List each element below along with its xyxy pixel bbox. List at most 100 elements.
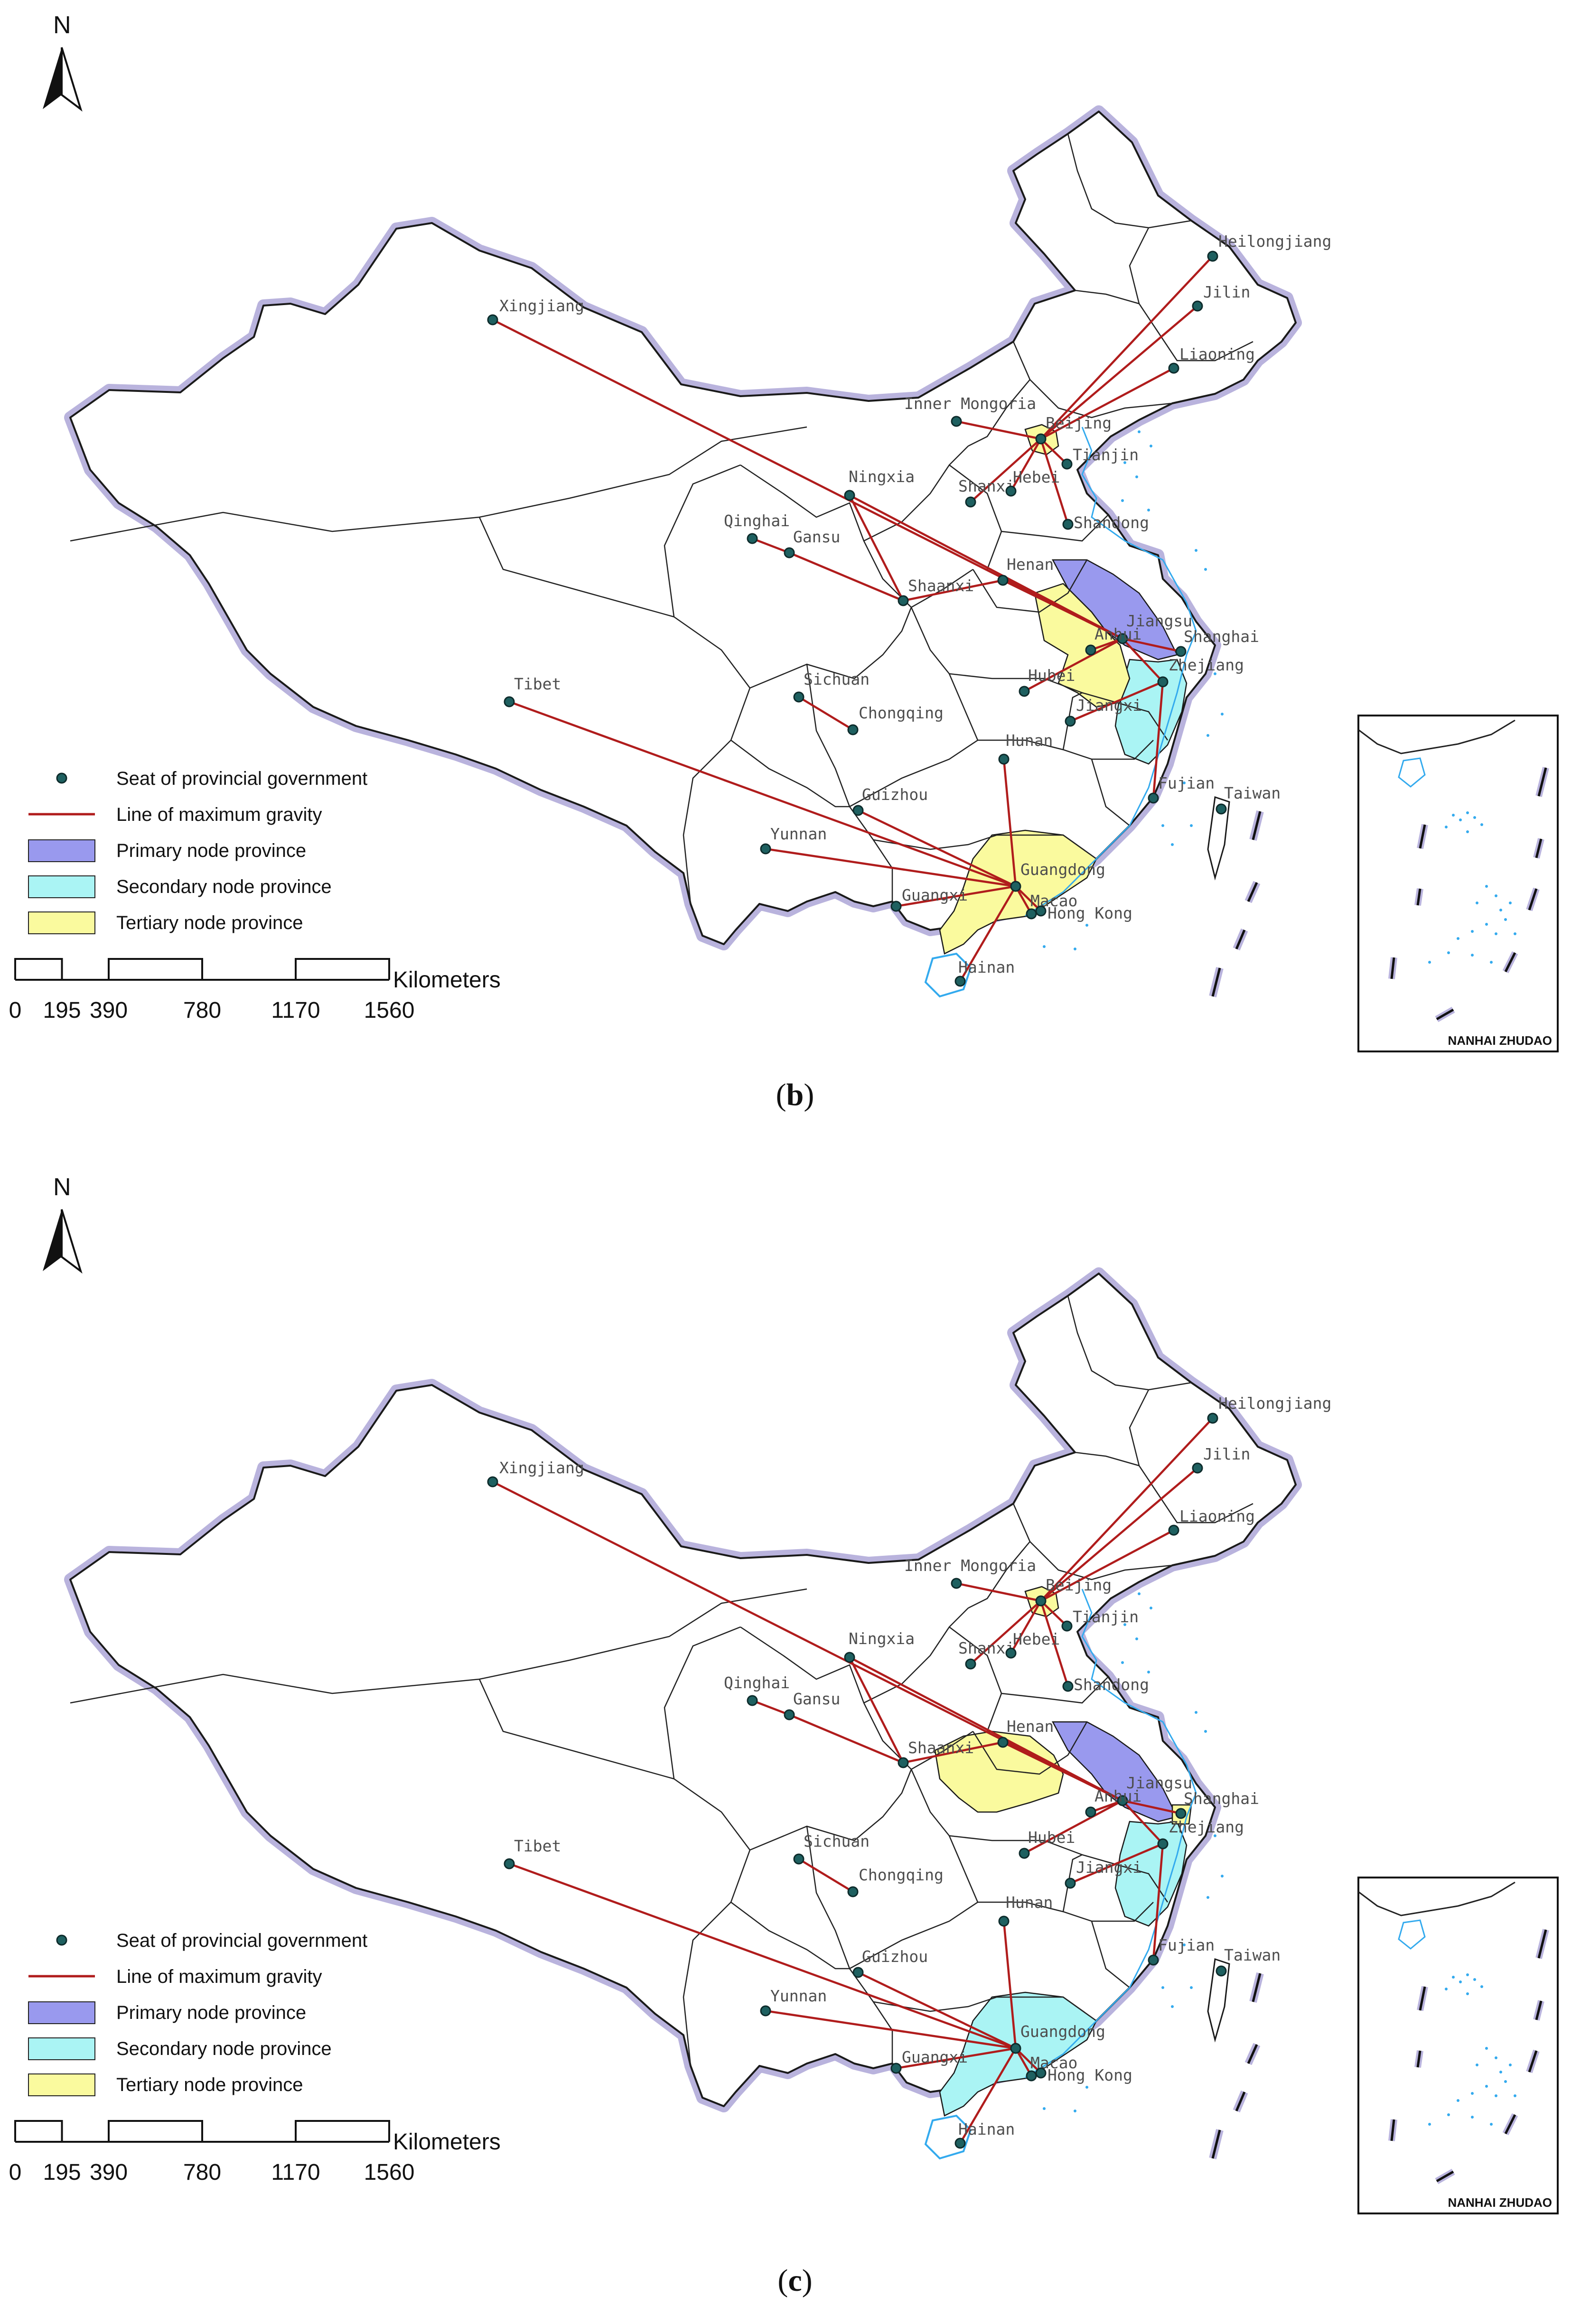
city-label: Jiangsu xyxy=(1126,1774,1192,1792)
provincial-seat-marker xyxy=(760,2005,771,2017)
inset-dash xyxy=(1436,1008,1454,1021)
gravity-line xyxy=(492,1480,1123,1802)
north-arrow-icon: N xyxy=(43,11,83,112)
legend-seat-marker xyxy=(56,1934,67,1946)
inset-island-dot xyxy=(1445,1988,1448,1990)
map-svg: Heilongjiang Jilin Liaoning Xingjiang Inner … xyxy=(9,11,1559,1052)
gravity-line xyxy=(1039,438,1069,525)
island-dot xyxy=(1150,445,1152,447)
provincial-seat-marker xyxy=(844,490,855,501)
gravity-line xyxy=(1010,1600,1042,1654)
island-dot xyxy=(1171,843,1174,846)
provincial-seat-marker xyxy=(1168,363,1179,374)
inset-frame xyxy=(1357,1877,1559,2214)
legend-label-tertiary: Tertiary node province xyxy=(116,2074,303,2095)
gravity-line xyxy=(903,1741,1003,1764)
city-label: Shanxi xyxy=(958,477,1015,495)
inset-island-dot xyxy=(1495,2094,1497,2097)
inset-island-dot xyxy=(1457,937,1459,940)
scale-tick-label: 195 xyxy=(43,2160,81,2185)
provincial-seat-marker xyxy=(487,1476,498,1487)
north-arrow-right xyxy=(61,1209,83,1274)
inset-dash xyxy=(1504,952,1516,973)
inset-island-dot xyxy=(1480,1985,1483,1988)
province-boundary xyxy=(1001,1676,1109,1704)
inset-island-dot xyxy=(1471,954,1474,957)
city-label: Jilin xyxy=(1203,1445,1250,1463)
provincial-seat-marker xyxy=(1157,1838,1169,1850)
gravity-line xyxy=(1015,885,1042,912)
scale-tick-label: 1560 xyxy=(364,998,415,1023)
inset-island-dot xyxy=(1428,961,1431,964)
inset-island-dot xyxy=(1485,885,1488,888)
gravity-line xyxy=(765,2009,1016,2050)
province-boundary xyxy=(849,1968,893,2064)
island-dot xyxy=(1161,824,1164,827)
inset-coast xyxy=(1358,719,1515,754)
legend-swatch-tertiary xyxy=(28,2073,95,2096)
province-boundary xyxy=(1062,1854,1169,1912)
island-dot xyxy=(1147,1671,1150,1673)
city-label: Hebei xyxy=(1013,1630,1060,1648)
provincial-seat-marker xyxy=(1005,485,1017,497)
city-label: Guangxi xyxy=(902,886,968,904)
island-dot xyxy=(1043,945,1046,948)
city-label: Shanghai xyxy=(1184,1789,1259,1808)
gravity-line xyxy=(1010,438,1042,492)
gravity-line xyxy=(752,537,790,554)
province-boundary xyxy=(683,1902,731,2066)
province-boundary xyxy=(70,426,807,542)
provincial-seat-marker xyxy=(1061,458,1073,470)
legend-label-secondary: Secondary node province xyxy=(116,2038,332,2059)
boundary-dash xyxy=(1252,811,1262,840)
city-label: Anhui xyxy=(1094,625,1141,643)
inset-island-dot xyxy=(1499,909,1502,911)
gravity-line xyxy=(1040,305,1198,440)
gravity-line xyxy=(858,809,1016,888)
island-dot xyxy=(1171,2005,1174,2008)
scale-tick-label: 780 xyxy=(183,998,221,1023)
legend-label-tertiary: Tertiary node province xyxy=(116,912,303,933)
provincial-seat-marker xyxy=(951,1578,962,1589)
province-boundary xyxy=(910,1769,1083,1856)
island-dot xyxy=(1204,1730,1207,1733)
city-label: Hunan xyxy=(1006,731,1053,750)
province-boundary xyxy=(910,607,1083,694)
taiwan-island xyxy=(1207,1958,1230,2043)
gravity-line xyxy=(509,1862,1016,2050)
legend-label-primary: Primary node province xyxy=(116,2002,306,2023)
island-dot xyxy=(1150,1607,1152,1609)
gravity-line xyxy=(956,1582,1041,1602)
gravity-line xyxy=(959,885,1017,982)
taiwan-island xyxy=(1207,796,1230,881)
provincial-seat-marker xyxy=(847,724,859,735)
provincial-seat-marker xyxy=(1216,1965,1227,1977)
north-arrow-left xyxy=(43,47,62,109)
legend-label-seat: Seat of provincial government xyxy=(116,1930,367,1951)
provincial-seat-marker xyxy=(1085,1806,1096,1818)
provincial-seat-marker xyxy=(1005,1647,1017,1659)
boundary-dash xyxy=(1247,2044,1258,2064)
provincial-seat-marker xyxy=(852,1967,864,1978)
city-label: Heilongjiang xyxy=(1218,232,1331,251)
island-dot xyxy=(1138,430,1141,433)
province-boundary xyxy=(978,1901,1130,1988)
province-boundary xyxy=(949,465,1002,570)
city-label: Chongqing xyxy=(859,704,944,722)
boundary-dash xyxy=(1235,2092,1246,2111)
island-dot xyxy=(1221,713,1224,716)
province-boundary xyxy=(849,673,979,808)
provincial-seat-marker xyxy=(997,1737,1009,1748)
inset-island-dot xyxy=(1459,818,1462,821)
province-boundary xyxy=(1001,514,1109,542)
province-boundary xyxy=(849,1835,979,1970)
city-label: Hong Kong xyxy=(1048,2066,1132,2084)
inset-dash xyxy=(1416,2050,1422,2068)
city-label: Fujian xyxy=(1158,774,1215,792)
inset-island-dot xyxy=(1476,902,1478,904)
province-boundary xyxy=(664,464,741,617)
province-boundary xyxy=(849,806,893,902)
scale-tick-label: 390 xyxy=(90,2160,128,2185)
city-label: Inner Mongoria xyxy=(904,394,1036,413)
province-boundary xyxy=(664,1626,741,1779)
